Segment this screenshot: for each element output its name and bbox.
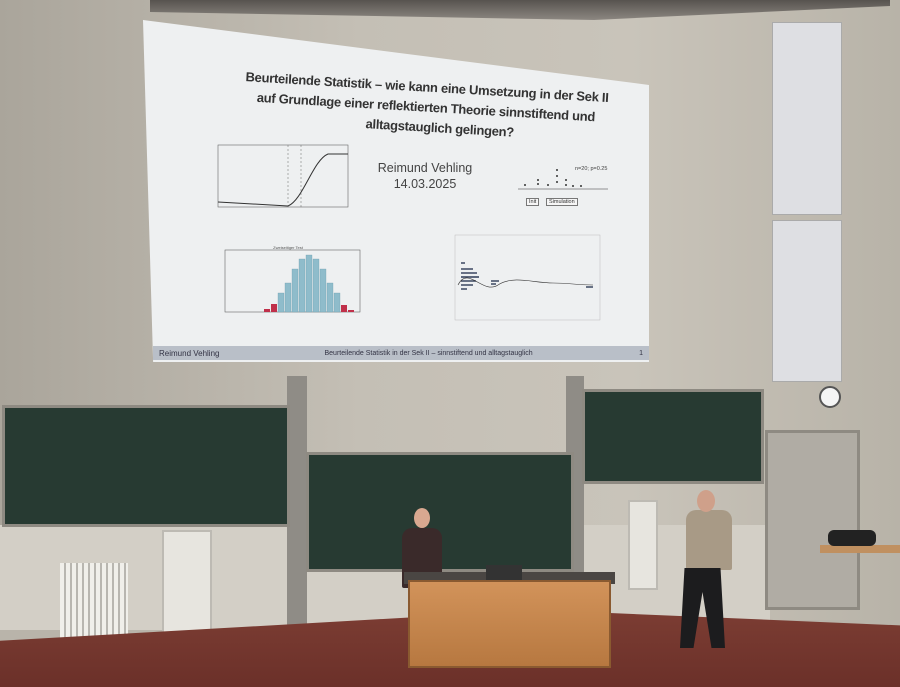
- relative-frequency-plot: [454, 234, 601, 321]
- presentation-date: 14.03.2025: [393, 177, 457, 191]
- door[interactable]: [765, 430, 860, 610]
- projector: [828, 530, 876, 546]
- histogram-title: Zweiseitiger Test: [273, 245, 304, 250]
- projection-screen: [143, 20, 649, 362]
- simulation-params: n=20; p=0.25: [575, 166, 607, 172]
- chalkboard-right: [582, 389, 764, 484]
- pillar: [287, 376, 307, 656]
- laptop: [486, 565, 522, 581]
- power-curve-plot: [217, 144, 349, 208]
- presenter-left-head: [414, 508, 430, 528]
- lectern: [408, 580, 611, 668]
- author-name: Reimund Vehling: [377, 161, 473, 175]
- presenter-right: [686, 510, 732, 570]
- slide: Beurteilende Statistik – wie kann eine U…: [143, 20, 649, 362]
- footer-author: Reimund Vehling: [159, 348, 220, 358]
- presenter-right-head: [697, 490, 715, 512]
- slide-footer: Reimund Vehling Beurteilende Statistik i…: [153, 346, 649, 360]
- acoustic-panel: [772, 220, 842, 382]
- footer-title: Beurteilende Statistik in der Sek II – s…: [324, 349, 533, 357]
- dot-plot: n=20; p=0.25: [518, 166, 608, 190]
- binomial-histogram: Zweiseitiger Test: [224, 245, 361, 313]
- chalkboard-left: [2, 405, 290, 527]
- page-number: 1: [639, 349, 643, 357]
- wall-clock: [819, 386, 841, 408]
- simulation-button[interactable]: Simulation: [546, 198, 578, 206]
- slide-title: Beurteilende Statistik – wie kann eine U…: [205, 65, 648, 150]
- init-button[interactable]: Init: [526, 198, 540, 206]
- acoustic-panel: [772, 22, 842, 215]
- side-table: [820, 545, 900, 553]
- sink-niche: [628, 500, 658, 590]
- author-block: Reimund Vehling 14.03.2025: [365, 160, 485, 192]
